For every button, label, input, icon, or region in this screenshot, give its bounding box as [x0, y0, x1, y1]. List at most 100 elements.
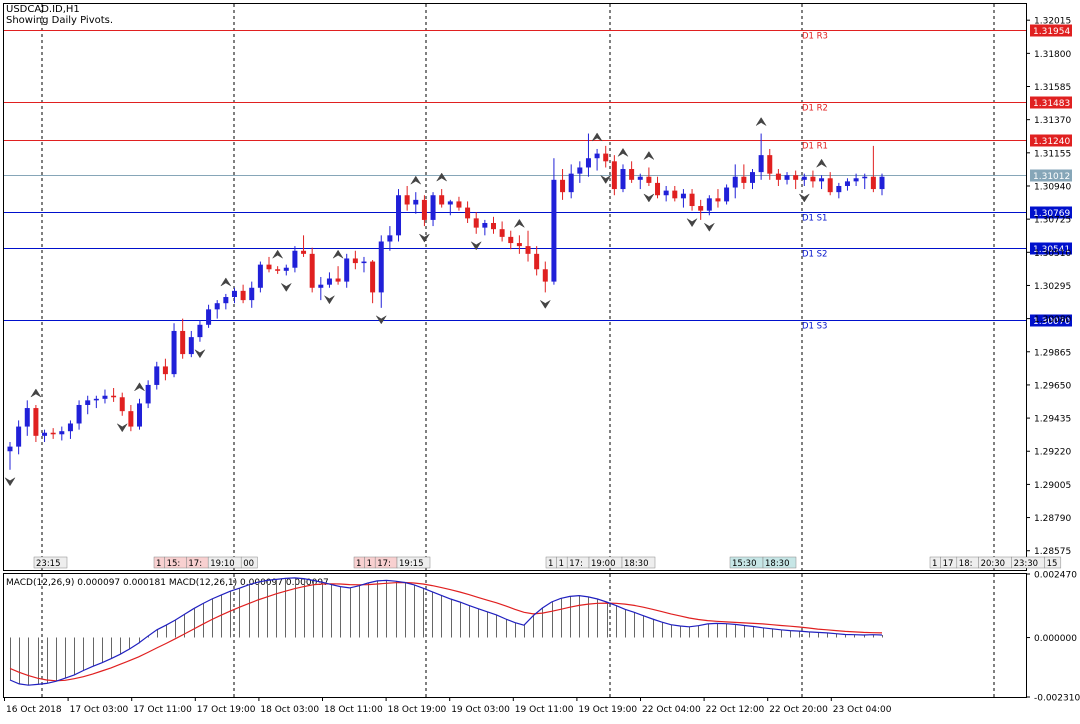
- time-tag-label: 17:: [377, 559, 391, 569]
- price-tick-label: 1.31585: [1034, 83, 1071, 93]
- time-tag-label: 15:: [167, 559, 181, 569]
- time-axis-label: 18 Oct 11:00: [324, 705, 383, 715]
- bull-candle: [137, 403, 143, 427]
- bear-candle: [50, 432, 56, 435]
- time-axis-label: 17 Oct 19:00: [197, 705, 256, 715]
- price-tick-label: 1.29650: [1034, 381, 1071, 391]
- fractal-up-arrow: [591, 132, 603, 142]
- pivot-value-box: [1030, 206, 1072, 219]
- bear-candle: [370, 261, 376, 293]
- time-tag-label: 18:30: [624, 559, 649, 569]
- fractal-down-arrow: [643, 193, 655, 203]
- fractal-down-arrow: [376, 315, 387, 325]
- bear-candle: [309, 253, 315, 288]
- price-tick-label: 1.29435: [1034, 415, 1071, 425]
- time-tag-label: 18:30: [765, 559, 790, 569]
- bull-candle: [67, 423, 73, 432]
- fractal-up-arrow: [643, 151, 655, 160]
- bull-candle: [732, 176, 738, 188]
- bear-candle: [465, 207, 471, 219]
- symbol-title: USDCAD.ID,H1: [6, 4, 80, 15]
- bull-candle: [214, 303, 220, 310]
- bull-candle: [836, 185, 842, 193]
- bull-candle: [378, 241, 384, 293]
- bear-candle: [629, 169, 635, 180]
- bull-candle: [568, 173, 574, 193]
- main-plot-frame: [3, 3, 1027, 571]
- bear-candle: [490, 222, 496, 230]
- price-tick-label: 1.29005: [1034, 481, 1071, 491]
- time-tag-label: 1: [559, 559, 564, 569]
- bull-candle: [249, 287, 255, 301]
- bull-candle: [206, 309, 212, 325]
- bear-candle: [672, 190, 678, 199]
- bull-candle: [620, 169, 626, 190]
- pivot-value-label: 1.30541: [1033, 245, 1070, 255]
- bear-candle: [534, 253, 540, 270]
- bear-candle: [352, 258, 358, 264]
- fractal-down-arrow: [324, 295, 335, 305]
- pivot-label: D1 S2: [802, 250, 827, 260]
- bull-candle: [154, 366, 160, 385]
- fractal-down-arrow: [419, 233, 430, 243]
- time-tag-label: 17:: [569, 559, 583, 569]
- macd-tick-label: 0.000000: [1034, 634, 1077, 644]
- pivot-label: D1 S3: [802, 322, 827, 332]
- price-tick-label: 1.30080: [1034, 315, 1071, 325]
- time-tag-label: 19:00: [591, 559, 616, 569]
- time-axis-label: 17 Oct 03:00: [70, 705, 129, 715]
- bull-candle: [326, 278, 332, 285]
- bull-candle: [283, 267, 289, 271]
- macd-main-line: [9, 577, 883, 686]
- bear-candle: [266, 264, 272, 270]
- bear-candle: [715, 198, 721, 202]
- bull-candle: [862, 176, 868, 179]
- time-tag-label: 1: [932, 559, 937, 569]
- bull-candle: [637, 176, 643, 180]
- time-axis-label: 22 Oct 04:00: [642, 705, 701, 715]
- pivot-label: D1 R3: [802, 32, 828, 42]
- price-tick-label: 1.31370: [1034, 116, 1071, 126]
- fractal-down-arrow: [686, 218, 698, 228]
- fractal-up-arrow: [617, 147, 629, 157]
- time-tag-label: 15: [1047, 559, 1058, 569]
- price-tick-label: 1.30510: [1034, 249, 1071, 259]
- bear-candle: [421, 199, 427, 220]
- time-tag-label: 15:30: [732, 559, 757, 569]
- time-axis-label: 17 Oct 11:00: [133, 705, 192, 715]
- time-tag-label: 1: [156, 559, 161, 569]
- time-tag-label: 20:30: [981, 559, 1006, 569]
- bear-candle: [603, 153, 609, 162]
- price-tick-label: 1.28790: [1034, 514, 1071, 524]
- bear-candle: [456, 201, 462, 208]
- pivot-value-label: 1.30070: [1033, 317, 1070, 327]
- price-tick-label: 1.32015: [1034, 17, 1071, 27]
- bull-candle: [257, 264, 263, 288]
- time-axis-label: 23 Oct 04:00: [833, 705, 892, 715]
- bull-candle: [724, 187, 730, 202]
- bear-candle: [775, 173, 781, 180]
- price-tick-label: 1.30295: [1034, 282, 1071, 292]
- time-axis-label: 22 Oct 20:00: [769, 705, 828, 715]
- pivot-value-box: [1030, 96, 1072, 109]
- time-tag-box: [1044, 556, 1062, 569]
- pivot-subtitle: Showing Daily Pivots.: [6, 15, 114, 26]
- bear-candle: [827, 178, 833, 193]
- bear-candle: [111, 395, 117, 398]
- bear-candle: [128, 411, 134, 427]
- time-tag-box: [240, 556, 258, 569]
- bull-candle: [93, 398, 99, 401]
- price-tick-label: 1.30725: [1034, 216, 1071, 226]
- fractal-up-arrow: [272, 249, 283, 259]
- fractal-up-arrow: [755, 117, 767, 126]
- time-tag-box: [396, 556, 431, 569]
- bull-candle: [59, 431, 65, 435]
- bull-candle: [594, 153, 600, 159]
- time-tag-label: 00: [243, 559, 254, 569]
- bull-candle: [680, 193, 686, 199]
- price-tick-label: 1.28575: [1034, 547, 1071, 557]
- bull-candle: [387, 235, 393, 242]
- fractal-up-arrow: [816, 158, 827, 168]
- bull-candle: [585, 158, 591, 168]
